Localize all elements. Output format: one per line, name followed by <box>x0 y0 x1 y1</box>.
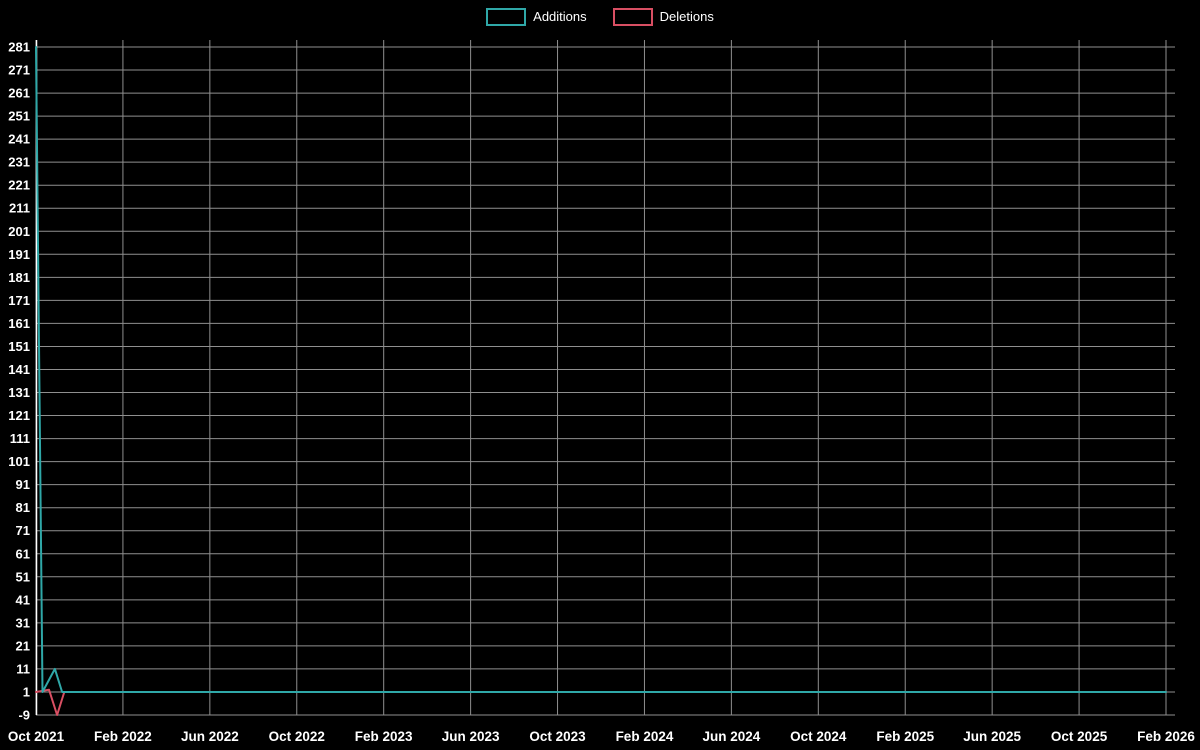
y-tick-label: 51 <box>16 569 30 584</box>
y-tick-label: 21 <box>16 638 30 653</box>
x-tick-label: Jun 2024 <box>702 729 760 744</box>
additions-line <box>35 46 1167 693</box>
x-tick-label: Jun 2022 <box>181 729 239 744</box>
legend-label-deletions: Deletions <box>659 9 714 24</box>
y-tick-label: 161 <box>8 316 30 331</box>
y-tick-label: 171 <box>8 293 30 308</box>
deletions-swatch-icon <box>612 8 653 26</box>
x-tick-label: Oct 2022 <box>269 729 325 744</box>
y-tick-label: 1 <box>23 684 30 699</box>
legend-item-additions[interactable]: Additions <box>486 8 587 26</box>
deletions-line <box>35 688 1167 716</box>
y-tick-label: 41 <box>16 592 30 607</box>
y-tick-label: 231 <box>8 155 30 170</box>
horizontal-gridlines <box>36 46 1175 716</box>
vertical-gridlines <box>35 40 1167 715</box>
x-tick-label: Feb 2025 <box>876 729 934 744</box>
legend-item-deletions[interactable]: Deletions <box>612 8 714 26</box>
x-axis-labels: Oct 2021 Feb 2022 Jun 2022 Oct 2022 Feb 2023… <box>8 729 1196 744</box>
y-tick-label: 71 <box>16 523 30 538</box>
additions-swatch-icon <box>486 8 527 26</box>
y-tick-label: 111 <box>10 431 30 446</box>
x-tick-label: Oct 2023 <box>529 729 586 744</box>
y-tick-label: 191 <box>8 247 30 262</box>
x-tick-label: Feb 2022 <box>94 729 152 744</box>
x-tick-label: Oct 2025 <box>1051 729 1108 744</box>
y-tick-label: 101 <box>8 454 30 469</box>
y-tick-label: 201 <box>8 224 30 239</box>
y-tick-label: 151 <box>8 339 30 354</box>
y-tick-label: 91 <box>16 477 30 492</box>
y-tick-label: 121 <box>8 408 30 423</box>
x-tick-label: Jun 2023 <box>442 729 500 744</box>
chart-legend: Additions Deletions <box>0 8 1200 26</box>
y-tick-label: -9 <box>18 708 30 723</box>
x-tick-label: Oct 2021 <box>8 729 65 744</box>
y-tick-label: 251 <box>8 109 30 124</box>
y-tick-label: 31 <box>16 615 30 630</box>
y-tick-label: 81 <box>16 500 30 515</box>
y-tick-label: 221 <box>8 178 30 193</box>
x-tick-label: Oct 2024 <box>790 729 847 744</box>
y-tick-label: 241 <box>8 132 30 147</box>
y-axis-labels: 2812712612512412312212112011911811711611… <box>8 40 30 723</box>
y-tick-label: 181 <box>8 270 30 285</box>
y-tick-label: 141 <box>8 362 30 377</box>
y-tick-label: 61 <box>16 546 30 561</box>
x-tick-label: Feb 2023 <box>355 729 413 744</box>
y-tick-label: 271 <box>8 63 30 78</box>
x-tick-label: Jun 2025 <box>963 729 1021 744</box>
x-tick-label: Feb 2024 <box>616 729 674 744</box>
y-tick-label: 131 <box>8 385 30 400</box>
y-tick-label: 261 <box>8 86 30 101</box>
y-tick-label: 211 <box>9 201 30 216</box>
y-tick-label: 11 <box>16 661 30 676</box>
legend-label-additions: Additions <box>533 9 587 24</box>
y-tick-label: 281 <box>8 40 30 55</box>
x-tick-label: Feb 2026 <box>1137 729 1195 744</box>
